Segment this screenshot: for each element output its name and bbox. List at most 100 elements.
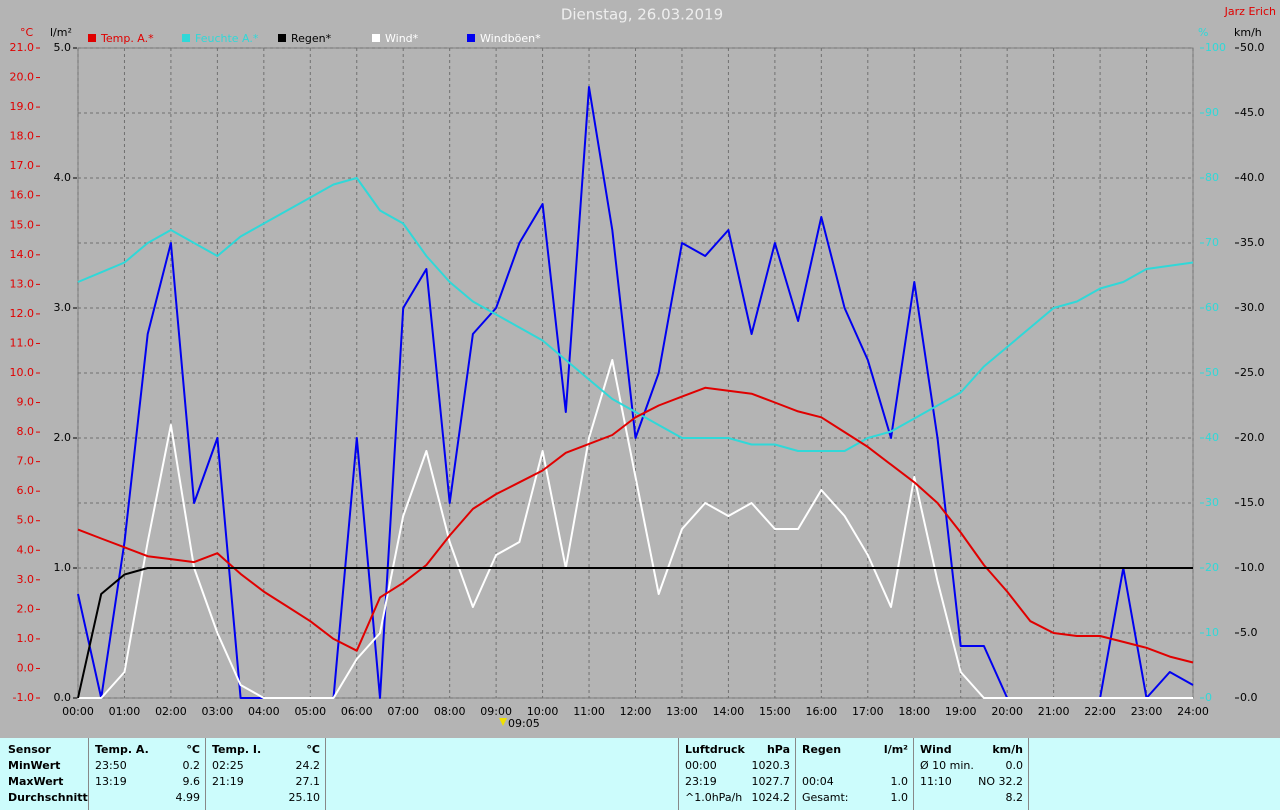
x-tick-label: 22:00 — [1084, 705, 1116, 718]
stat-time: Gesamt: — [802, 791, 849, 804]
y3-tick-label: 45.0 — [1240, 106, 1265, 119]
y3-tick-label: 15.0 — [1240, 496, 1265, 509]
row-label: MaxWert — [8, 775, 64, 788]
y-tick-label: 12.0 — [10, 307, 35, 320]
stat-time: Ø 10 min. — [920, 759, 974, 772]
stat-time: ^1.0hPa/h — [685, 791, 743, 804]
y2-tick-label: 20 — [1205, 561, 1219, 574]
series-line — [77, 386, 1194, 664]
stat-time: 02:25 — [212, 759, 244, 772]
legend-label: Regen* — [291, 32, 332, 45]
legend-label: Windböen* — [480, 32, 541, 45]
group-unit: l/m² — [883, 743, 908, 756]
legend-swatch — [467, 34, 475, 42]
stat-value: 0.0 — [1005, 759, 1024, 772]
y-tick-label: 15.0 — [10, 218, 35, 231]
stat-value: 27.1 — [295, 775, 321, 788]
chart-title: Dienstag, 26.03.2019 — [561, 6, 723, 24]
rain-tick-label: 3.0 — [54, 301, 72, 314]
y-tick-label: 19.0 — [10, 100, 35, 113]
group-unit: °C — [186, 743, 200, 756]
y-tick-label: 8.0 — [17, 425, 35, 438]
x-tick-label: 06:00 — [341, 705, 373, 718]
series-line — [77, 177, 1194, 452]
y-tick-label: 0.0 — [17, 661, 35, 674]
group-title: Temp. A. — [95, 743, 149, 756]
stat-time: 13:19 — [95, 775, 127, 788]
group-unit: °C — [306, 743, 320, 756]
y3-tick-label: 10.0 — [1240, 561, 1265, 574]
rain-tick-label: 2.0 — [54, 431, 72, 444]
y2-tick-label: 80 — [1205, 171, 1219, 184]
series-line — [77, 567, 1193, 699]
stat-time: 23:19 — [685, 775, 717, 788]
separator — [795, 738, 796, 810]
row-label: Sensor — [8, 743, 51, 756]
rain-tick-label: 0.0 — [54, 691, 72, 704]
y2-axis-unit: % — [1198, 26, 1208, 39]
x-tick-label: 02:00 — [155, 705, 187, 718]
x-tick-label: 00:00 — [62, 705, 94, 718]
stat-value: 24.2 — [295, 759, 321, 772]
stats-table: Sensor MinWert MaxWert Durchschnitt Temp. A.… — [0, 738, 1280, 810]
x-tick-label: 09:00 — [480, 705, 512, 718]
y-tick-label: 11.0 — [10, 336, 35, 349]
x-tick-label: 15:00 — [759, 705, 791, 718]
stat-value: 0.2 — [182, 759, 201, 772]
y-tick-label: 1.0 — [17, 632, 35, 645]
x-tick-label: 01:00 — [109, 705, 141, 718]
rain-tick-label: 5.0 — [54, 41, 72, 54]
stat-value: 8.2 — [1005, 791, 1024, 804]
legend-label: Feuchte A.* — [195, 32, 259, 45]
y3-tick-label: 35.0 — [1240, 236, 1265, 249]
stat-value: NO 32.2 — [978, 775, 1023, 788]
stat-time: 11:10 — [920, 775, 952, 788]
y3-tick-label: 30.0 — [1240, 301, 1265, 314]
y2-tick-label: 40 — [1205, 431, 1219, 444]
time-marker — [499, 718, 507, 726]
x-tick-label: 21:00 — [1038, 705, 1070, 718]
y-axis-unit: °C — [20, 26, 34, 39]
x-tick-label: 20:00 — [991, 705, 1023, 718]
x-tick-label: 24:00 — [1177, 705, 1209, 718]
y2-tick-label: 90 — [1205, 106, 1219, 119]
legend-swatch — [372, 34, 380, 42]
y3-tick-label: 20.0 — [1240, 431, 1265, 444]
x-tick-label: 07:00 — [387, 705, 419, 718]
stat-value: 1.0 — [890, 775, 909, 788]
y-tick-label: 21.0 — [10, 41, 35, 54]
x-tick-label: 08:00 — [434, 705, 466, 718]
rain-tick-label: 4.0 — [54, 171, 72, 184]
y2-tick-label: 10 — [1205, 626, 1219, 639]
y2-tick-label: 60 — [1205, 301, 1219, 314]
stat-value: 1.0 — [890, 791, 909, 804]
y-tick-label: 2.0 — [17, 602, 35, 615]
y-tick-label: 13.0 — [10, 277, 35, 290]
group-title: Temp. I. — [212, 743, 262, 756]
y2-tick-label: 70 — [1205, 236, 1219, 249]
y3-axis-unit: km/h — [1234, 26, 1262, 39]
y3-tick-label: 50.0 — [1240, 41, 1265, 54]
legend-swatch — [278, 34, 286, 42]
y-tick-label: 17.0 — [10, 159, 35, 172]
stat-value: 1020.3 — [751, 759, 791, 772]
stat-value: 1024.2 — [751, 791, 791, 804]
x-tick-label: 03:00 — [202, 705, 234, 718]
separator — [678, 738, 679, 810]
y-tick-label: 6.0 — [17, 484, 35, 497]
y-tick-label: 10.0 — [10, 366, 35, 379]
x-tick-label: 19:00 — [945, 705, 977, 718]
group-unit: km/h — [992, 743, 1023, 756]
stat-time: 21:19 — [212, 775, 244, 788]
y-tick-label: 16.0 — [10, 189, 35, 202]
y-tick-label: 4.0 — [17, 543, 35, 556]
legend-label: Wind* — [385, 32, 419, 45]
y3-tick-label: 25.0 — [1240, 366, 1265, 379]
y2-tick-label: 100 — [1205, 41, 1226, 54]
stat-value: 25.10 — [288, 791, 321, 804]
y-tick-label: 18.0 — [10, 130, 35, 143]
y-tick-label: 20.0 — [10, 71, 35, 84]
separator — [205, 738, 206, 810]
y2-tick-label: 30 — [1205, 496, 1219, 509]
x-tick-label: 11:00 — [573, 705, 605, 718]
